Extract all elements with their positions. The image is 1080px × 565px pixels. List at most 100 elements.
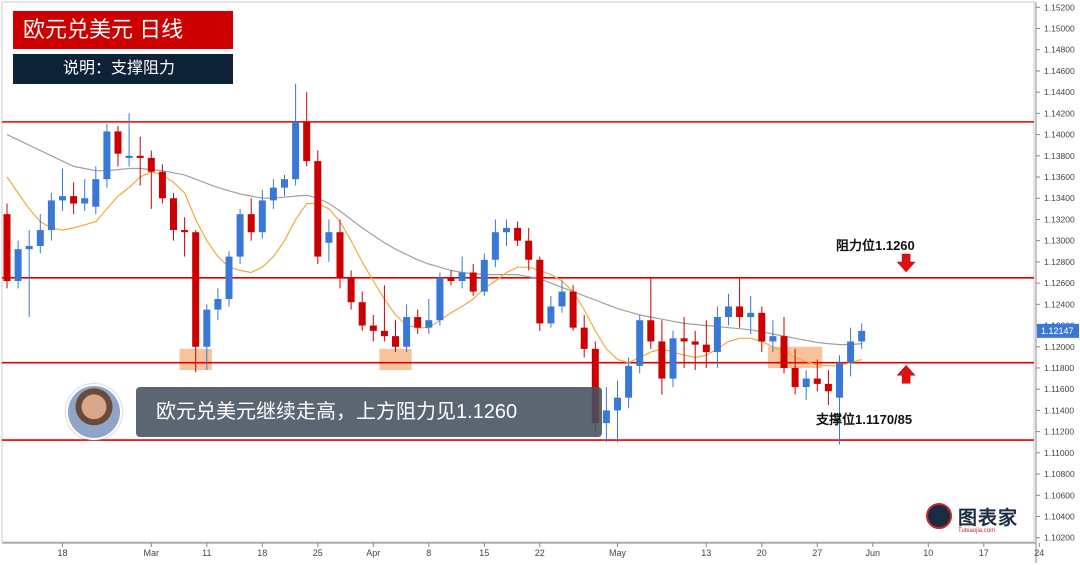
y-tick-label: 1.15000 (1044, 24, 1075, 34)
x-tick-label: 10 (923, 548, 933, 558)
y-tick-label: 1.14200 (1044, 108, 1075, 118)
candle-body (203, 309, 211, 347)
candle-body (303, 121, 311, 162)
x-tick-label: 27 (812, 548, 822, 558)
x-tick-label: 17 (979, 548, 989, 558)
candle (691, 330, 699, 371)
candle (369, 314, 377, 342)
candle (824, 370, 832, 406)
candle (713, 306, 721, 368)
candle-body (380, 330, 388, 337)
candle (81, 179, 89, 211)
candle-body (414, 317, 422, 328)
candle (480, 253, 488, 296)
candle (59, 168, 66, 211)
candle (380, 285, 388, 342)
candle (791, 348, 799, 395)
y-tick-label: 1.14600 (1044, 66, 1075, 76)
candle-body (658, 341, 666, 379)
candle-body (758, 312, 766, 342)
candle (269, 179, 277, 209)
y-tick-label: 1.13000 (1044, 236, 1075, 246)
candle (114, 126, 122, 167)
candle (347, 270, 355, 310)
candle (170, 192, 177, 241)
candle-body (491, 232, 499, 260)
candle (602, 387, 610, 443)
candle (236, 208, 244, 265)
candle (181, 217, 189, 257)
candle (780, 317, 788, 374)
candle-body (247, 214, 255, 233)
candle-body (525, 240, 533, 260)
y-tick-label: 1.14400 (1044, 87, 1075, 97)
y-tick-label: 1.13800 (1044, 151, 1075, 161)
x-axis-ticks: 18 Mar 11 18 25 Apr 8 15 22 May 13 20 27 Jun 10 17 24 (57, 543, 1044, 558)
candle-body (192, 232, 200, 347)
candle-body (591, 348, 599, 424)
candle (225, 251, 233, 307)
x-tick-label: May (609, 548, 627, 558)
candle (503, 219, 510, 246)
candle (447, 270, 455, 286)
candle-body (14, 249, 22, 281)
candle-body (447, 277, 455, 281)
candle (192, 230, 200, 373)
price-label-tag: 1.12147 (1037, 323, 1079, 338)
candle (758, 306, 766, 353)
y-axis-ticks: 1.15200 1.15000 1.14800 1.14600 1.14400 1.142… (1036, 2, 1075, 543)
x-tick-label: 22 (535, 548, 545, 558)
y-tick-label: 1.14000 (1044, 130, 1075, 140)
candle-body (858, 330, 866, 342)
candle-body (503, 227, 510, 233)
candle (336, 219, 344, 289)
candle (491, 219, 499, 268)
candle-body (403, 317, 411, 347)
candle (436, 272, 444, 326)
x-tick-label: 13 (701, 548, 711, 558)
candle-body (59, 196, 66, 201)
candle (525, 227, 533, 271)
y-tick-label: 1.11200 (1044, 427, 1074, 437)
candle (536, 256, 544, 331)
candle (392, 320, 399, 353)
candle (469, 264, 477, 296)
candle (25, 230, 33, 318)
resistance-label: 阻力位1.1260 (836, 238, 915, 253)
candle (125, 113, 133, 167)
candle (747, 295, 755, 335)
x-tick-label: Mar (144, 548, 160, 558)
candle (258, 189, 266, 239)
support-resistance-lines (2, 121, 1034, 441)
candle-body (647, 320, 655, 342)
y-tick-label: 1.13200 (1044, 214, 1075, 224)
arrow-down-icon (896, 253, 916, 273)
candle (158, 164, 166, 204)
candle (680, 317, 688, 368)
candle (103, 123, 111, 188)
x-tick-label: 11 (202, 548, 211, 558)
candle (203, 304, 211, 371)
x-tick-label: 8 (426, 548, 431, 558)
candle-body (25, 245, 33, 250)
candle-body (636, 320, 644, 366)
x-tick-label: 15 (479, 548, 489, 558)
candle-body (136, 155, 144, 158)
candle (458, 256, 466, 289)
candle (36, 214, 44, 254)
candle (514, 221, 522, 246)
candle-body (47, 200, 55, 231)
candle (403, 304, 411, 353)
candle-body (170, 198, 177, 231)
y-tick-label: 1.12000 (1044, 342, 1075, 352)
candle-body (680, 338, 688, 342)
x-tick-label: 18 (257, 548, 267, 558)
candle-body (181, 230, 189, 233)
candle (47, 192, 55, 241)
candle-body (547, 306, 555, 324)
candle-body (514, 227, 522, 241)
y-tick-label: 1.11600 (1044, 384, 1074, 394)
y-tick-label: 1.10600 (1044, 490, 1075, 500)
